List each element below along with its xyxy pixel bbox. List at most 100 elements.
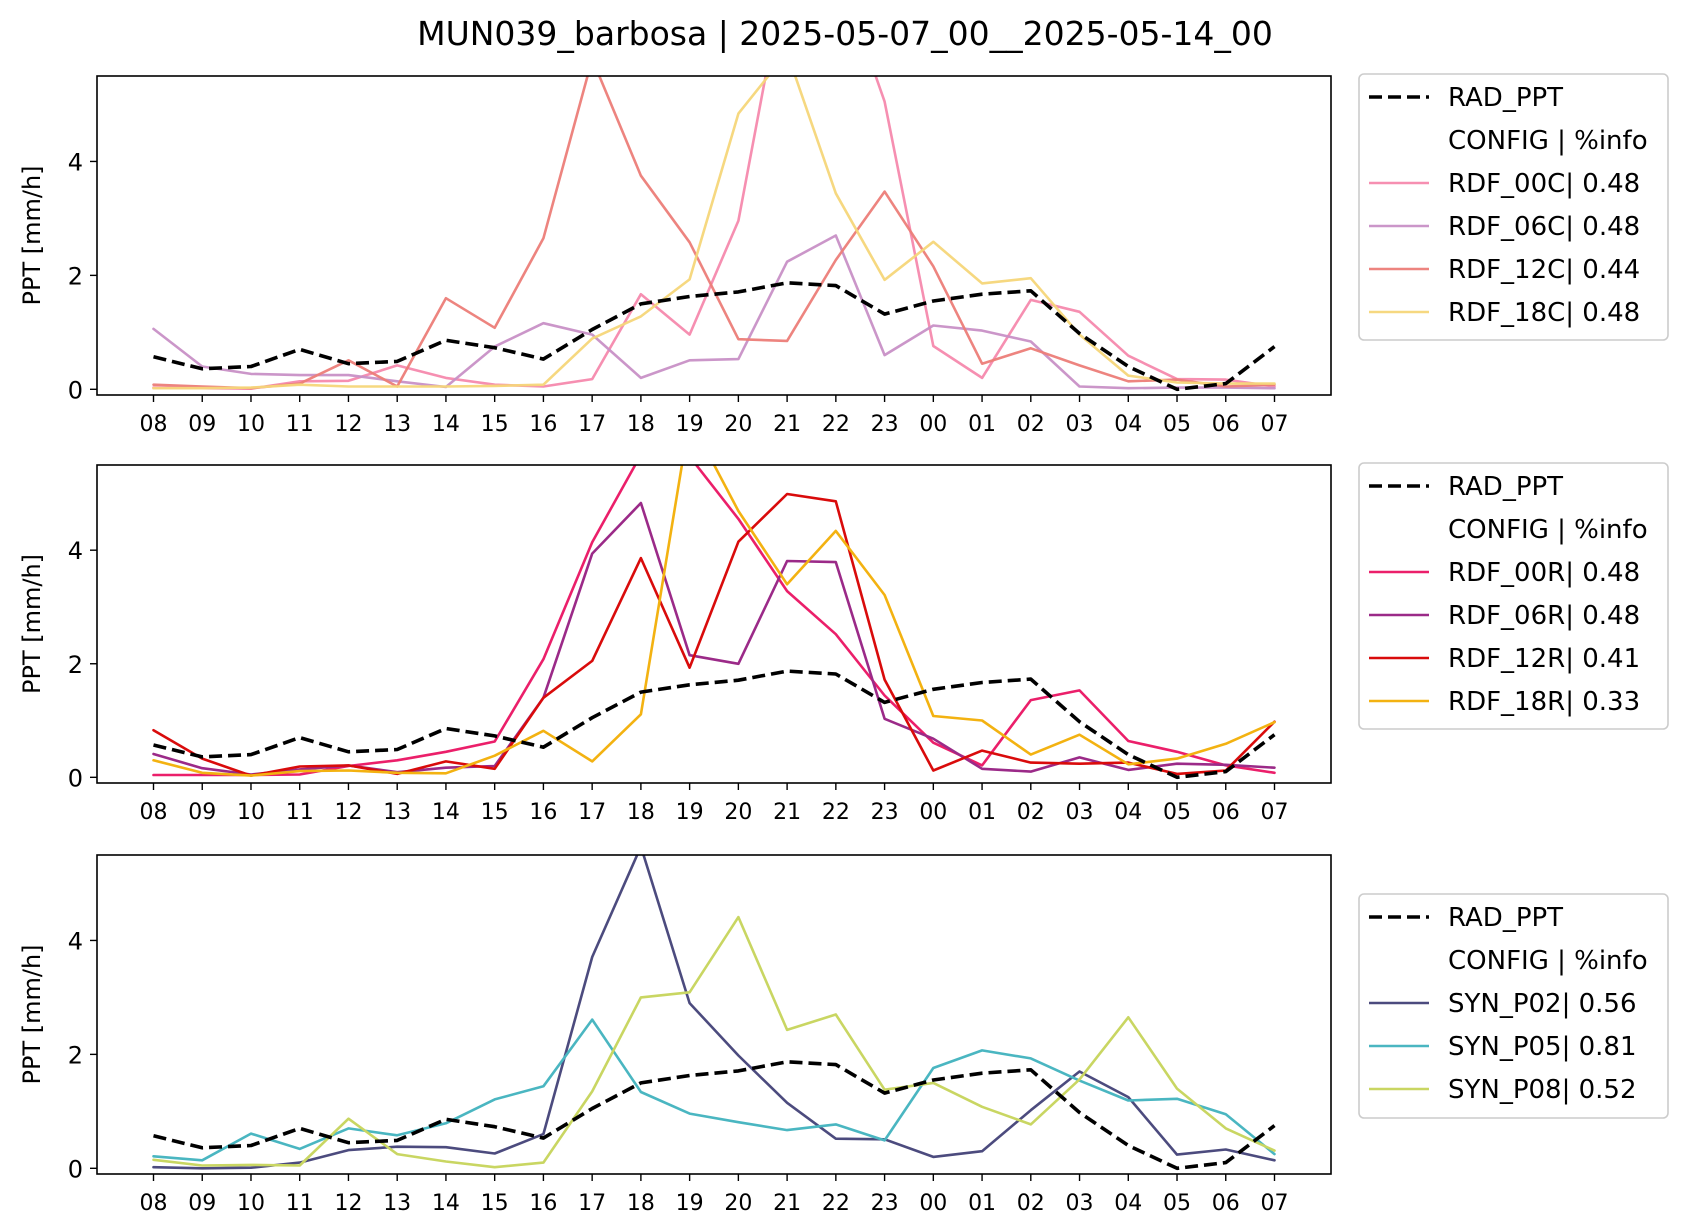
x-tick-label: 05: [1163, 412, 1191, 437]
series-group: [152, 76, 1276, 392]
chart-panel-1: 08 09 10 11 12 13 14 15 16 17 18 19 20 21 22 23 00 01 02 03…: [18, 73, 1669, 437]
x-tick-label: 16: [529, 1191, 557, 1216]
legend-header: CONFIG | %info: [1448, 946, 1648, 976]
series-line-syn-p08: [152, 915, 1276, 1169]
x-tick-label: 19: [676, 412, 704, 437]
x-tick-label: 10: [237, 1191, 265, 1216]
x-tick-label: 08: [140, 800, 168, 825]
x-tick-label: 02: [1017, 800, 1045, 825]
series-line-rdf-00c: [152, 76, 1276, 391]
x-tick-label: 15: [481, 1191, 509, 1216]
x-tick-label: 17: [578, 412, 606, 437]
x-tick-label: 20: [724, 412, 752, 437]
x-tick-label: 14: [432, 800, 460, 825]
series-group: [152, 465, 1276, 780]
x-tick-label: 07: [1261, 1191, 1289, 1216]
legend-label: RDF_18C| 0.48: [1448, 298, 1640, 328]
legend-label: RDF_18R| 0.33: [1448, 687, 1640, 717]
figure-title: MUN039_barbosa | 2025-05-07_00__2025-05-…: [417, 14, 1273, 53]
series-line-rdf-06r: [152, 501, 1276, 776]
x-tick-label: 01: [968, 1191, 996, 1216]
x-tick-label: 17: [578, 1191, 606, 1216]
plot-frame: [96, 75, 1332, 396]
x-tick-label: 15: [481, 412, 509, 437]
y-tick-label: 0: [68, 376, 83, 404]
x-tick-label: 12: [334, 1191, 362, 1216]
legend-label: SYN_P08| 0.52: [1448, 1075, 1637, 1105]
x-tick-label: 03: [1066, 412, 1094, 437]
legend-box: [1358, 73, 1669, 341]
series-line-rdf-00r: [152, 465, 1276, 777]
legend-label: RDF_06C| 0.48: [1448, 212, 1640, 242]
x-tick-label: 21: [773, 800, 801, 825]
series-line-rad-ppt: [153, 669, 1276, 780]
x-tick-label: 00: [919, 412, 947, 437]
x-tick-label: 04: [1114, 800, 1142, 825]
x-tick-label: 12: [334, 412, 362, 437]
series-line-syn-p05: [152, 1018, 1276, 1162]
x-tick-label: 08: [140, 412, 168, 437]
x-tick-label: 11: [286, 800, 314, 825]
x-tick-label: 03: [1066, 1191, 1094, 1216]
legend-label: RAD_PPT: [1448, 83, 1563, 113]
x-tick-label: 11: [286, 1191, 314, 1216]
series-line-rad-ppt: [153, 1060, 1276, 1171]
y-tick-label: 0: [68, 1155, 83, 1183]
y-axis-label: PPT [mm/h]: [18, 944, 46, 1084]
legend: RAD_PPT CONFIG | %info SYN_P02| 0.56 SYN_P0…: [1358, 893, 1669, 1119]
legend-label: RDF_00C| 0.48: [1448, 169, 1640, 199]
x-tick-label: 05: [1163, 800, 1191, 825]
legend-label: SYN_P02| 0.56: [1448, 989, 1637, 1019]
x-tick-label: 16: [529, 800, 557, 825]
y-tick-label: 2: [68, 262, 83, 290]
x-tick-label: 06: [1212, 1191, 1240, 1216]
y-axis-label: PPT [mm/h]: [18, 165, 46, 305]
series-line-syn-p02: [152, 855, 1276, 1170]
plot-frame: [96, 464, 1332, 784]
x-tick-label: 04: [1114, 412, 1142, 437]
x-tick-label: 20: [724, 1191, 752, 1216]
x-tick-label: 05: [1163, 1191, 1191, 1216]
x-tick-label: 15: [481, 800, 509, 825]
x-tick-label: 16: [529, 412, 557, 437]
legend-box: [1358, 893, 1669, 1119]
x-tick-label: 18: [627, 800, 655, 825]
x-tick-label: 07: [1261, 800, 1289, 825]
x-tick-label: 23: [871, 800, 899, 825]
x-tick-label: 18: [627, 1191, 655, 1216]
y-tick-label: 0: [68, 764, 83, 792]
x-tick-label: 18: [627, 412, 655, 437]
legend-label: RDF_12C| 0.44: [1448, 255, 1640, 285]
y-tick-label: 2: [68, 1041, 83, 1069]
x-tick-label: 22: [822, 1191, 850, 1216]
x-tick-label: 01: [968, 800, 996, 825]
x-tick-label: 00: [919, 800, 947, 825]
x-tick-label: 01: [968, 412, 996, 437]
series-line-rdf-12c: [152, 76, 1276, 390]
chart-panel-2: 08 09 10 11 12 13 14 15 16 17 18 19 20 21 22 23 00 01 02 03…: [18, 462, 1669, 825]
x-tick-label: 22: [822, 412, 850, 437]
x-tick-label: 11: [286, 412, 314, 437]
x-tick-label: 14: [432, 1191, 460, 1216]
x-tick-label: 19: [676, 1191, 704, 1216]
x-tick-label: 10: [237, 412, 265, 437]
y-tick-label: 2: [68, 651, 83, 679]
chart-panel-3: 08 09 10 11 12 13 14 15 16 17 18 19 20 21 22 23 00 01 02 03…: [18, 854, 1669, 1216]
x-tick-label: 06: [1212, 800, 1240, 825]
legend-label: RDF_00R| 0.48: [1448, 558, 1640, 588]
y-tick-label: 4: [68, 148, 83, 176]
series-group: [152, 855, 1276, 1171]
x-tick-label: 23: [871, 1191, 899, 1216]
legend-box: [1358, 462, 1669, 730]
x-tick-label: 13: [383, 1191, 411, 1216]
x-tick-label: 12: [334, 800, 362, 825]
series-line-rad-ppt: [153, 280, 1276, 392]
x-tick-label: 13: [383, 412, 411, 437]
plot-frame: [96, 854, 1332, 1175]
y-tick-label: 4: [68, 927, 83, 955]
x-tick-label: 19: [676, 800, 704, 825]
x-tick-label: 02: [1017, 1191, 1045, 1216]
x-tick-label: 06: [1212, 412, 1240, 437]
x-tick-label: 00: [919, 1191, 947, 1216]
